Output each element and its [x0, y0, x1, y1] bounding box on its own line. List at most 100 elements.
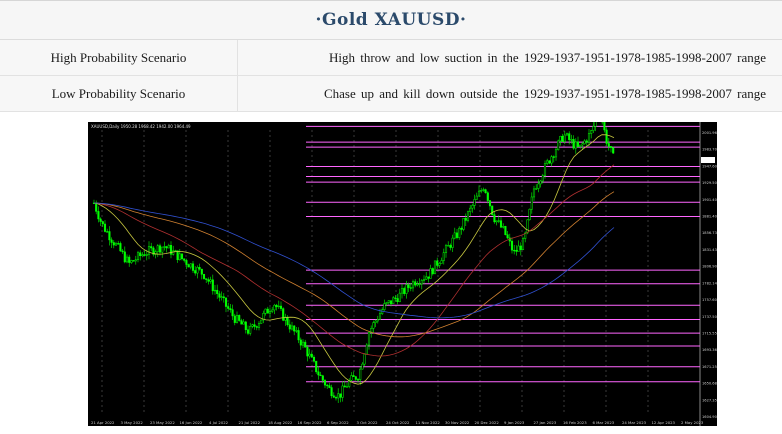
candle-body [543, 163, 547, 176]
candle-body [128, 256, 131, 263]
candle-body [332, 395, 335, 398]
candle-body [374, 320, 377, 323]
candle-body [594, 117, 597, 127]
candle-body [286, 316, 289, 326]
candle-body [350, 375, 353, 381]
candle-body [242, 321, 245, 325]
candle-body [359, 368, 362, 380]
candle-body [229, 308, 232, 310]
ma-long-line [93, 202, 615, 319]
candle-body [552, 156, 555, 158]
candle-body [568, 133, 571, 141]
candle-body [407, 284, 410, 288]
y-tick-label: 1737.50 [702, 315, 717, 319]
candle-body [262, 313, 265, 321]
chart-symbol-header: XAUUSD,Daily 1950.28 1968.42 1942.00 196… [91, 124, 191, 129]
candle-body [176, 250, 179, 261]
y-tick-label: 1650.68 [702, 382, 717, 386]
candle-body [275, 304, 278, 308]
candle-body [282, 308, 285, 321]
candle-body [378, 313, 382, 320]
candle-body [532, 188, 536, 198]
candle-body [235, 315, 239, 323]
candle-body [238, 315, 241, 321]
candle-body [458, 227, 461, 238]
candle-body [464, 218, 467, 221]
candle-body [561, 136, 564, 142]
candle-body [103, 223, 107, 232]
page-title: ·Gold XAUUSD· [315, 10, 467, 30]
candle-body [455, 232, 459, 238]
candle-body [607, 143, 610, 147]
candle-body [268, 311, 272, 314]
y-tick-label: 1782.14 [702, 281, 717, 285]
candle-body [563, 134, 566, 142]
candle-body [231, 309, 234, 317]
candle-body [277, 305, 280, 308]
candle-body [592, 126, 595, 131]
y-tick-label: 1671.25 [702, 365, 717, 369]
candle-body [196, 267, 199, 274]
candle-body [99, 218, 102, 222]
y-tick-label: 1881.40 [702, 215, 717, 219]
candle-body [165, 246, 168, 249]
candle-body [583, 140, 586, 145]
candle-body [526, 219, 529, 234]
x-tick-label: 24 Oct 2022 [386, 420, 410, 425]
candle-body [147, 246, 151, 255]
candle-body [191, 263, 195, 271]
x-tick-label: 20 Dec 2022 [475, 420, 500, 425]
candle-body [405, 284, 408, 294]
candle-body [409, 287, 412, 289]
candle-body [310, 353, 313, 358]
candle-body [398, 292, 401, 303]
candle-body [466, 211, 470, 221]
candle-body [141, 254, 144, 257]
candle-body [418, 283, 421, 285]
candle-body [361, 363, 364, 370]
candle-body [396, 298, 399, 303]
x-tick-label: 16 Jun 2022 [180, 420, 203, 425]
candle-body [145, 254, 148, 256]
candle-body [383, 303, 386, 310]
candle-body [469, 207, 472, 213]
candle-body [172, 250, 175, 255]
candle-body [473, 199, 476, 206]
candle-body [449, 245, 452, 248]
candle-body [198, 267, 201, 270]
candle-body [482, 189, 485, 191]
candle-body [301, 341, 305, 346]
candle-body [158, 245, 162, 253]
candle-body [180, 253, 184, 260]
candle-body [502, 226, 505, 228]
candle-body [167, 245, 170, 249]
candle-body [352, 375, 355, 377]
y-tick-label: 1806.90 [702, 265, 717, 269]
candle-body [130, 260, 133, 263]
candle-body [246, 329, 250, 334]
candle-body [444, 245, 448, 253]
x-tick-label: 30 Nov 2022 [445, 420, 470, 425]
candle-body [161, 246, 164, 253]
candle-body [484, 189, 487, 194]
candle-body [134, 259, 137, 262]
candle-body [308, 353, 311, 357]
candle-body [218, 293, 221, 298]
chart-svg: 2001.96 1983.70 1947.60 1929.50 1901.40 1881.… [91, 108, 718, 426]
candle-body [436, 260, 439, 266]
candle-body [550, 156, 553, 164]
candle-body [110, 239, 113, 243]
candle-body [187, 264, 190, 268]
candle-body [132, 260, 135, 262]
candle-body [451, 237, 454, 248]
candle-body [609, 146, 613, 148]
candle-body [447, 245, 450, 247]
candle-body [367, 332, 371, 346]
candle-body [211, 279, 214, 292]
candle-body [524, 232, 527, 239]
candle-body [260, 319, 263, 324]
ma-fast-line [93, 134, 615, 385]
candle-body [605, 129, 608, 144]
x-tick-label: 3 Oct 2022 [357, 420, 379, 425]
candle-body [453, 232, 456, 239]
